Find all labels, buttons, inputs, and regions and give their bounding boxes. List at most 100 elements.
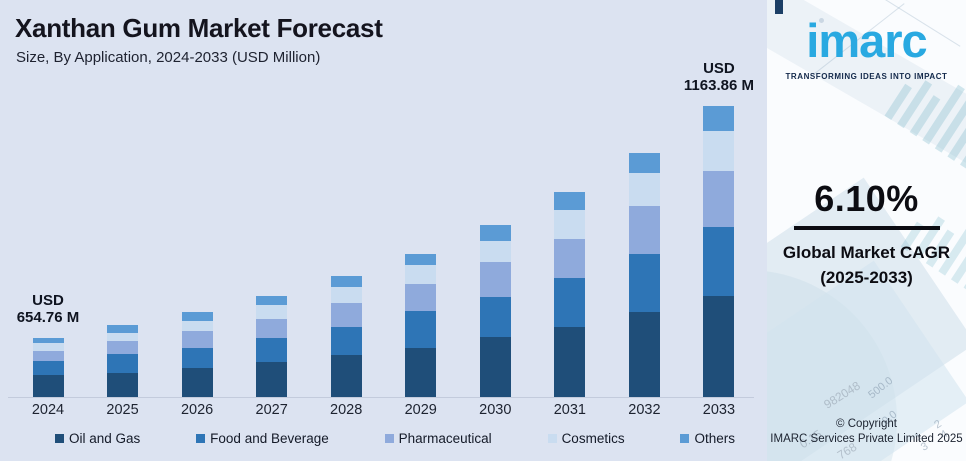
segment-2027-pharmaceutical: [256, 319, 288, 338]
legend-item-pharmaceutical: Pharmaceutical: [384, 431, 492, 446]
x-tick-2032: 2032: [628, 402, 661, 418]
legend-swatch-icon: [55, 434, 64, 443]
segment-2027-cosmetics: [256, 305, 288, 319]
legend-label: Others: [694, 431, 735, 446]
value-label-2024: USD 654.76 M: [16, 292, 80, 326]
segment-2029-pharmaceutical: [405, 284, 437, 311]
segment-2027-oil-and-gas: [256, 362, 288, 397]
segment-2030-others: [479, 225, 511, 241]
copyright: © Copyright IMARC Services Private Limit…: [767, 417, 966, 447]
bar-2032: [628, 153, 660, 397]
legend-item-oil-and-gas: Oil and Gas: [55, 431, 140, 446]
segment-2024-food-and-beverage: [32, 361, 64, 375]
segment-2026-food-and-beverage: [181, 348, 213, 368]
segment-2030-food-and-beverage: [479, 297, 511, 337]
bar-2024: [32, 338, 64, 397]
value-label-2033: USD 1163.86 M: [683, 60, 754, 94]
segment-2032-cosmetics: [628, 173, 660, 206]
segment-2024-others: [32, 338, 64, 343]
segment-2024-oil-and-gas: [32, 375, 64, 397]
segment-2031-pharmaceutical: [554, 239, 586, 278]
legend-label: Pharmaceutical: [398, 431, 492, 446]
segment-2033-others: [703, 106, 735, 131]
bar-2033: [703, 106, 735, 397]
copyright-line1: © Copyright: [836, 418, 897, 430]
bar-2026: [181, 312, 213, 397]
legend-label: Cosmetics: [561, 431, 625, 446]
bar-2030: [479, 225, 511, 397]
segment-2031-food-and-beverage: [554, 278, 586, 327]
x-axis-line: [8, 397, 754, 398]
segment-2026-others: [181, 312, 213, 321]
segment-2028-cosmetics: [330, 287, 362, 303]
segment-2029-cosmetics: [405, 265, 437, 284]
x-tick-2025: 2025: [106, 402, 139, 418]
segment-2026-pharmaceutical: [181, 331, 213, 348]
segment-2031-cosmetics: [554, 210, 586, 239]
segment-2030-pharmaceutical: [479, 262, 511, 297]
segment-2032-oil-and-gas: [628, 312, 660, 397]
segment-2030-cosmetics: [479, 241, 511, 262]
x-tick-2028: 2028: [330, 402, 363, 418]
segment-2031-oil-and-gas: [554, 327, 586, 397]
segment-2029-oil-and-gas: [405, 348, 437, 397]
segment-2033-pharmaceutical: [703, 171, 735, 227]
cagr-callout: 6.10% Global Market CAGR (2025-2033): [767, 178, 966, 290]
segment-2028-others: [330, 276, 362, 287]
sketch-axis-label-500: 500.0: [866, 374, 896, 402]
page-title: Xanthan Gum Market Forecast: [15, 13, 383, 43]
legend-item-cosmetics: Cosmetics: [547, 431, 625, 446]
segment-2025-pharmaceutical: [107, 341, 139, 354]
cagr-value: 6.10%: [814, 178, 919, 219]
bar-2031: [554, 192, 586, 397]
x-tick-2027: 2027: [255, 402, 288, 418]
segment-2029-others: [405, 254, 437, 265]
imarc-logo-tagline: TRANSFORMING IDEAS INTO IMPACT: [785, 72, 948, 81]
x-tick-2033: 2033: [702, 402, 736, 418]
copyright-line2: IMARC Services Private Limited 2025: [770, 433, 963, 445]
page-subtitle: Size, By Application, 2024-2033 (USD Mil…: [16, 49, 321, 66]
segment-2028-pharmaceutical: [330, 303, 362, 327]
chart-legend: Oil and Gas Food and Beverage Pharmaceutic…: [55, 431, 735, 446]
legend-swatch-icon: [196, 434, 206, 443]
legend-swatch-icon: [680, 434, 690, 443]
segment-2032-food-and-beverage: [628, 254, 660, 312]
segment-2032-pharmaceutical: [628, 206, 660, 254]
legend-swatch-icon: [384, 434, 394, 443]
segment-2025-oil-and-gas: [107, 373, 139, 397]
legend-label: Food and Beverage: [210, 431, 329, 446]
imarc-logo-text: imarc: [806, 14, 927, 67]
segment-2024-cosmetics: [32, 343, 64, 351]
segment-2025-others: [107, 325, 139, 333]
segment-2033-food-and-beverage: [703, 227, 735, 296]
segment-2028-oil-and-gas: [330, 355, 362, 397]
bar-2025: [107, 325, 139, 397]
legend-label: Oil and Gas: [69, 431, 141, 446]
legend-swatch-icon: [547, 434, 557, 443]
cagr-label-line2: (2025-2033): [820, 268, 913, 287]
segment-2033-oil-and-gas: [703, 296, 735, 397]
segment-2027-food-and-beverage: [256, 338, 288, 362]
segment-2033-cosmetics: [703, 131, 735, 171]
x-tick-2030: 2030: [479, 402, 512, 418]
segment-2029-food-and-beverage: [405, 311, 437, 348]
x-tick-2026: 2026: [180, 402, 214, 418]
segment-2024-pharmaceutical: [32, 351, 64, 361]
segment-2032-others: [628, 153, 660, 173]
segment-2026-cosmetics: [181, 321, 213, 331]
cagr-label-line1: Global Market CAGR: [782, 243, 951, 262]
segment-2027-others: [256, 296, 288, 305]
bar-2029: [405, 254, 437, 397]
legend-item-others: Others: [680, 431, 735, 446]
bar-2027: [256, 296, 288, 397]
segment-2028-food-and-beverage: [330, 327, 362, 355]
legend-item-food-and-beverage: Food and Beverage: [196, 431, 329, 446]
x-tick-2031: 2031: [553, 402, 586, 418]
segment-2031-others: [554, 192, 586, 210]
segment-2030-oil-and-gas: [479, 337, 511, 397]
cagr-divider: [793, 226, 940, 230]
x-tick-2024: 2024: [31, 402, 65, 418]
imarc-logo: imarc TRANSFORMING IDEAS INTO IMPACT: [767, 8, 966, 81]
segment-2025-food-and-beverage: [107, 354, 139, 373]
